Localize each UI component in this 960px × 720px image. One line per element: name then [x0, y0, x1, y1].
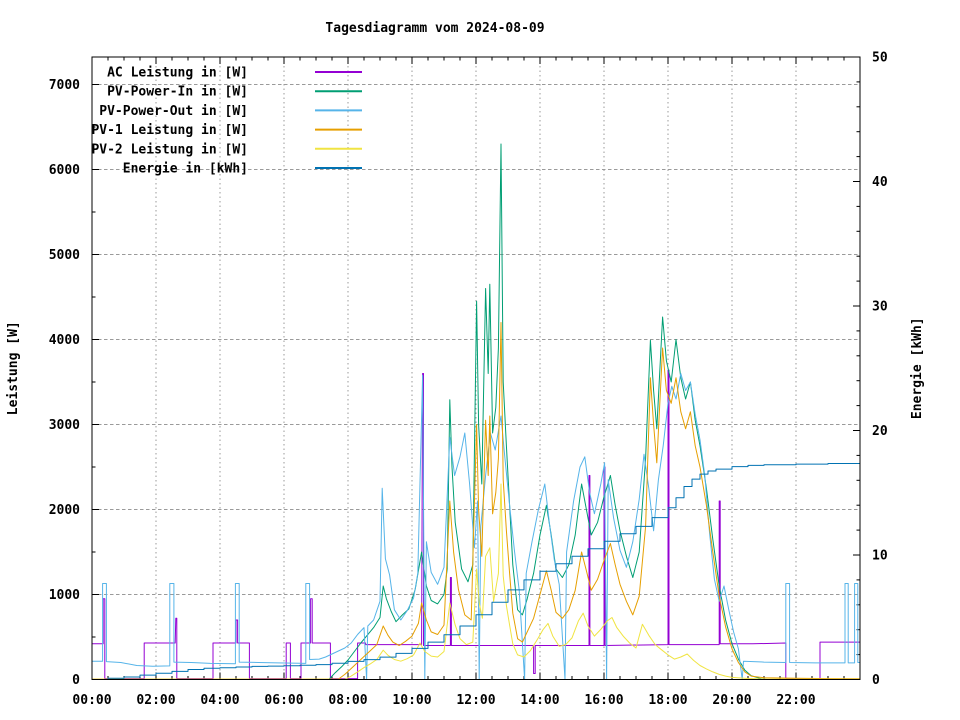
legend-label: PV-Power-In in [W]: [107, 85, 248, 100]
x-tick-label: 16:00: [584, 693, 623, 708]
x-tick-label: 20:00: [712, 693, 751, 708]
y-left-tick-label: 0: [72, 673, 80, 688]
axis-labels: 00:00 02:00 04:00 06:00 08:00 10:00 12:00 14:00…: [6, 51, 925, 709]
y-right-tick-label: 10: [872, 549, 888, 564]
y-left-tick-label: 6000: [49, 163, 80, 178]
axis-ticks: [91, 56, 861, 680]
x-tick-label: 12:00: [456, 693, 495, 708]
y-left-tick-label: 4000: [49, 333, 80, 348]
x-tick-label: 04:00: [200, 693, 239, 708]
legend-label: PV-1 Leistung in [W]: [91, 123, 248, 138]
x-tick-label: 00:00: [72, 693, 111, 708]
y-right-tick-label: 20: [872, 424, 888, 439]
legend-label: AC Leistung in [W]: [107, 66, 248, 81]
y-left-tick-label: 3000: [49, 418, 80, 433]
x-tick-label: 14:00: [520, 693, 559, 708]
x-tick-label: 22:00: [776, 693, 815, 708]
legend: AC Leistung in [W] PV-Power-In in [W] PV-P…: [91, 66, 362, 177]
y-left-tick-label: 5000: [49, 248, 80, 263]
x-tick-label: 08:00: [328, 693, 367, 708]
y-right-tick-label: 40: [872, 175, 888, 190]
x-tick-label: 02:00: [136, 693, 175, 708]
series-3: [92, 322, 860, 680]
series-2: [92, 373, 860, 680]
x-tick-label: 10:00: [392, 693, 431, 708]
y-left-tick-label: 1000: [49, 588, 80, 603]
legend-label: Energie in [kWh]: [123, 162, 248, 177]
legend-label: PV-2 Leistung in [W]: [91, 142, 248, 157]
y-right-axis-label: Energie [kWh]: [910, 317, 925, 419]
y-right-tick-label: 0: [872, 673, 880, 688]
series-group: [92, 143, 860, 680]
y-right-tick-label: 50: [872, 51, 888, 66]
legend-label: PV-Power-Out in [W]: [99, 104, 248, 119]
plot-border: [91, 56, 861, 680]
y-left-axis-label: Leistung [W]: [6, 321, 21, 415]
grid: [92, 57, 860, 680]
chart-title: Tagesdiagramm vom 2024-08-09: [325, 21, 545, 36]
x-tick-label: 06:00: [264, 693, 303, 708]
y-right-tick-label: 30: [872, 300, 888, 315]
x-tick-label: 18:00: [648, 693, 687, 708]
y-left-tick-label: 7000: [49, 78, 80, 93]
series-4: [92, 483, 860, 680]
series-5: [92, 462, 860, 680]
y-left-tick-label: 2000: [49, 503, 80, 518]
